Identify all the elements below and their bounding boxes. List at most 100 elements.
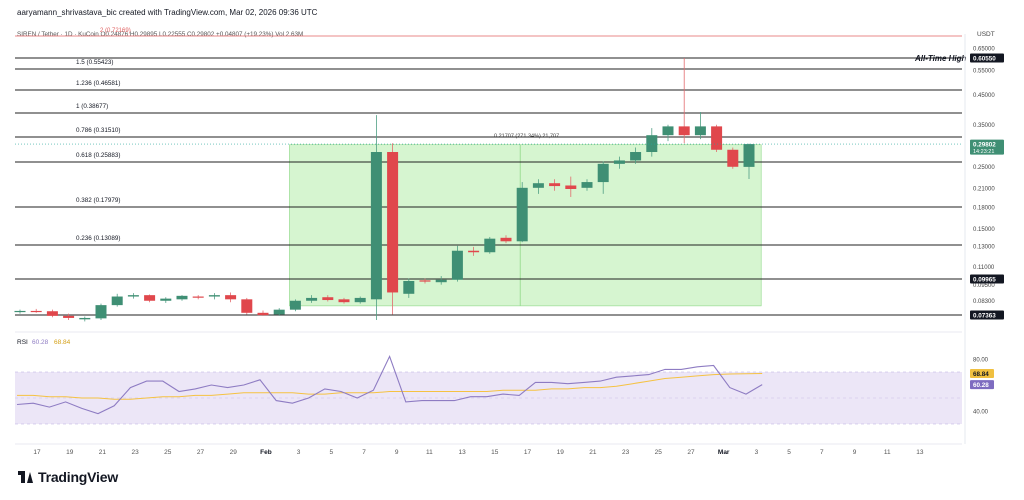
x-tick-17: 21 (589, 449, 597, 456)
y-tick-1: 0.55000 (973, 68, 995, 74)
price-tag-sub-1: 14:23:21 (973, 149, 994, 155)
x-tick-8: 3 (297, 449, 301, 456)
x-tick-6: 29 (230, 449, 238, 456)
x-tick-23: 5 (787, 449, 791, 456)
x-tick-24: 7 (820, 449, 824, 456)
y-tick-7: 0.15000 (973, 227, 995, 233)
y-tick-10: 0.09500 (973, 283, 995, 289)
rsi-ma-value: 68.84 (54, 339, 71, 346)
chart-frame: aaryamann_shrivastava_bic created with T… (12, 8, 1012, 492)
rsi-y-tick-0: 80.00 (973, 358, 989, 364)
y-tick-6: 0.18000 (973, 205, 995, 211)
rsi-value: 60.28 (32, 339, 49, 346)
candle-body-27 (451, 250, 463, 280)
ath-label: All-Time High (914, 54, 967, 63)
price-tag-box-2 (970, 274, 1004, 284)
candle-body-28 (468, 250, 480, 253)
x-tick-21: Mar (718, 449, 730, 456)
fib-level-2-label: 2 (0.72169) (100, 28, 131, 34)
candle-body-7 (127, 295, 139, 297)
chart-caption: aaryamann_shrivastava_bic created with T… (17, 8, 318, 17)
candle-body-4 (79, 317, 91, 320)
fib-label-3: 0.786 (0.31510) (76, 127, 120, 134)
candle-body-42 (694, 126, 706, 136)
price-tag-2: 0.09965 (973, 277, 996, 284)
fib-label-4: 0.618 (0.25883) (76, 152, 120, 159)
candle-body-20 (338, 299, 350, 303)
candle-body-29 (484, 238, 496, 253)
symbol-info: SIREN / Tether · 1D · KuCoin O0.24876 H0… (17, 31, 303, 38)
y-tick-8: 0.13000 (973, 244, 995, 250)
candle-body-22 (370, 152, 382, 300)
x-tick-14: 15 (491, 449, 499, 456)
candle-body-10 (176, 295, 188, 300)
fib-label-2: 1 (0.38677) (76, 103, 108, 110)
fib-label-1: 1.236 (0.46581) (76, 80, 120, 87)
x-tick-0: 17 (33, 449, 41, 456)
y-tick-5: 0.21000 (973, 186, 995, 192)
x-tick-19: 25 (655, 449, 663, 456)
candle-body-6 (111, 296, 123, 306)
price-tag-3: 0.07363 (973, 313, 996, 320)
candle-body-23 (387, 152, 399, 293)
candlestick-chart: SIREN / Tether · 1D · KuCoin O0.24876 H0… (14, 28, 1004, 456)
x-tick-11: 9 (395, 449, 399, 456)
rsi-line (16, 354, 763, 415)
candle-body-12 (208, 295, 220, 297)
candle-body-3 (63, 315, 75, 318)
x-tick-1: 19 (66, 449, 74, 456)
x-tick-27: 13 (916, 449, 924, 456)
candle-body-8 (144, 295, 156, 301)
x-tick-15: 17 (524, 449, 532, 456)
candle-body-15 (257, 312, 269, 316)
x-tick-18: 23 (622, 449, 630, 456)
tradingview-logo-icon (18, 471, 34, 483)
tradingview-logo: TradingView (18, 469, 118, 485)
price-tag-1: 0.29802 (973, 142, 996, 149)
candle-body-21 (354, 297, 366, 303)
candle-body-26 (435, 279, 447, 283)
price-tag-0: 0.60550 (973, 56, 996, 63)
candle-body-41 (678, 126, 690, 136)
rsi-ma-tag-box (970, 369, 994, 379)
candle-body-9 (160, 298, 172, 301)
fib-label-5: 0.382 (0.17979) (76, 197, 120, 204)
candle-body-39 (646, 135, 658, 153)
price-tag-box-3 (970, 310, 1004, 320)
y-tick-0: 0.65000 (973, 47, 995, 53)
candle-body-16 (273, 309, 285, 315)
candle-body-38 (630, 152, 642, 161)
y-tick-11: 0.08300 (973, 299, 995, 305)
candle-body-14 (241, 299, 253, 313)
rsi-tag: 60.28 (973, 382, 989, 389)
rsi-y-tick-1: 40.00 (973, 410, 989, 416)
candle-body-37 (613, 160, 625, 164)
x-tick-26: 11 (884, 449, 891, 456)
candle-body-13 (225, 295, 237, 300)
candle-body-40 (662, 126, 674, 136)
x-tick-12: 11 (426, 449, 433, 456)
fib-label-0: 1.5 (0.55423) (76, 59, 113, 66)
candle-body-5 (95, 305, 107, 319)
candle-body-19 (322, 297, 334, 301)
x-tick-10: 7 (362, 449, 366, 456)
x-tick-16: 19 (557, 449, 565, 456)
candle-body-30 (500, 237, 512, 242)
candle-body-31 (516, 187, 528, 242)
x-tick-22: 3 (755, 449, 759, 456)
y-tick-4: 0.25000 (973, 165, 995, 171)
candle-body-32 (532, 183, 544, 188)
candle-body-17 (289, 300, 301, 310)
x-tick-25: 9 (853, 449, 857, 456)
y-tick-2: 0.45000 (973, 93, 995, 99)
price-tag-box-0 (970, 53, 1004, 63)
price-tag-box-1 (970, 139, 1004, 155)
candle-body-11 (192, 296, 204, 298)
currency-label: USDT (977, 31, 995, 38)
rsi-ma-tag: 68.84 (973, 371, 989, 378)
candle-body-24 (403, 280, 415, 294)
x-tick-5: 27 (197, 449, 205, 456)
x-tick-7: Feb (260, 449, 272, 456)
candle-body-18 (306, 297, 318, 301)
candle-body-1 (30, 310, 42, 313)
